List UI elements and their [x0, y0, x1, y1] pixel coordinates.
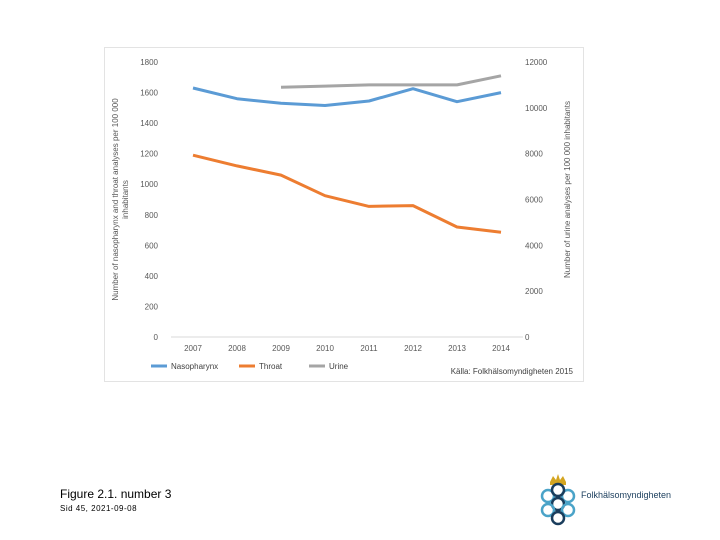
left-tick-label: 800	[145, 211, 159, 220]
line-chart: 0 200 400 600 800 1000 1200 1400 1600 1800 0 2000 40…	[111, 58, 574, 376]
x-tick-label: 2012	[404, 344, 422, 353]
x-tick-label: 2008	[228, 344, 246, 353]
x-tick-label: 2013	[448, 344, 466, 353]
right-tick-label: 2000	[525, 287, 543, 296]
x-tick-label: 2009	[272, 344, 290, 353]
agency-logo	[536, 470, 696, 530]
right-tick-label: 4000	[525, 241, 543, 250]
left-tick-label: 0	[154, 333, 159, 342]
left-tick-label: 1800	[140, 58, 158, 67]
left-tick-label: 1200	[140, 150, 158, 159]
series-line-nasopharynx	[192, 86, 502, 107]
x-tick-label: 2007	[184, 344, 202, 353]
left-tick-label: 1400	[140, 119, 158, 128]
left-tick-label: 200	[145, 302, 159, 311]
left-axis-title: Number of nasopharynx and throat analyse…	[111, 98, 130, 301]
series-line-urine	[280, 74, 502, 89]
right-tick-label: 10000	[525, 104, 548, 113]
x-tick-label: 2010	[316, 344, 334, 353]
left-tick-label: 1600	[140, 89, 158, 98]
chart-frame: 0 200 400 600 800 1000 1200 1400 1600 1800 0 2000 40…	[104, 47, 584, 382]
legend-label-nasopharynx: Nasopharynx	[171, 362, 218, 371]
x-tick-label: 2011	[360, 344, 378, 353]
right-tick-label: 6000	[525, 196, 543, 205]
right-tick-label: 12000	[525, 58, 548, 67]
x-tick-label: 2014	[492, 344, 510, 353]
left-tick-label: 1000	[140, 180, 158, 189]
right-tick-label: 0	[525, 333, 530, 342]
right-axis-title: Number of urine analyses per 100 000 inh…	[563, 101, 572, 278]
source-note: Källa: Folkhälsomyndigheten 2015	[451, 367, 574, 376]
series-line-throat	[192, 153, 502, 234]
left-tick-label: 400	[145, 272, 159, 281]
left-tick-label: 600	[145, 241, 159, 250]
page-date: Sid 45, 2021-09-08	[60, 504, 138, 513]
legend-label-urine: Urine	[329, 362, 349, 371]
right-tick-label: 8000	[525, 150, 543, 159]
figure-caption: Figure 2.1. number 3	[60, 487, 172, 501]
logo-text: Folkhälsomyndigheten	[581, 490, 672, 500]
legend-label-throat: Throat	[259, 362, 283, 371]
logo-emblem-icon	[540, 474, 576, 526]
